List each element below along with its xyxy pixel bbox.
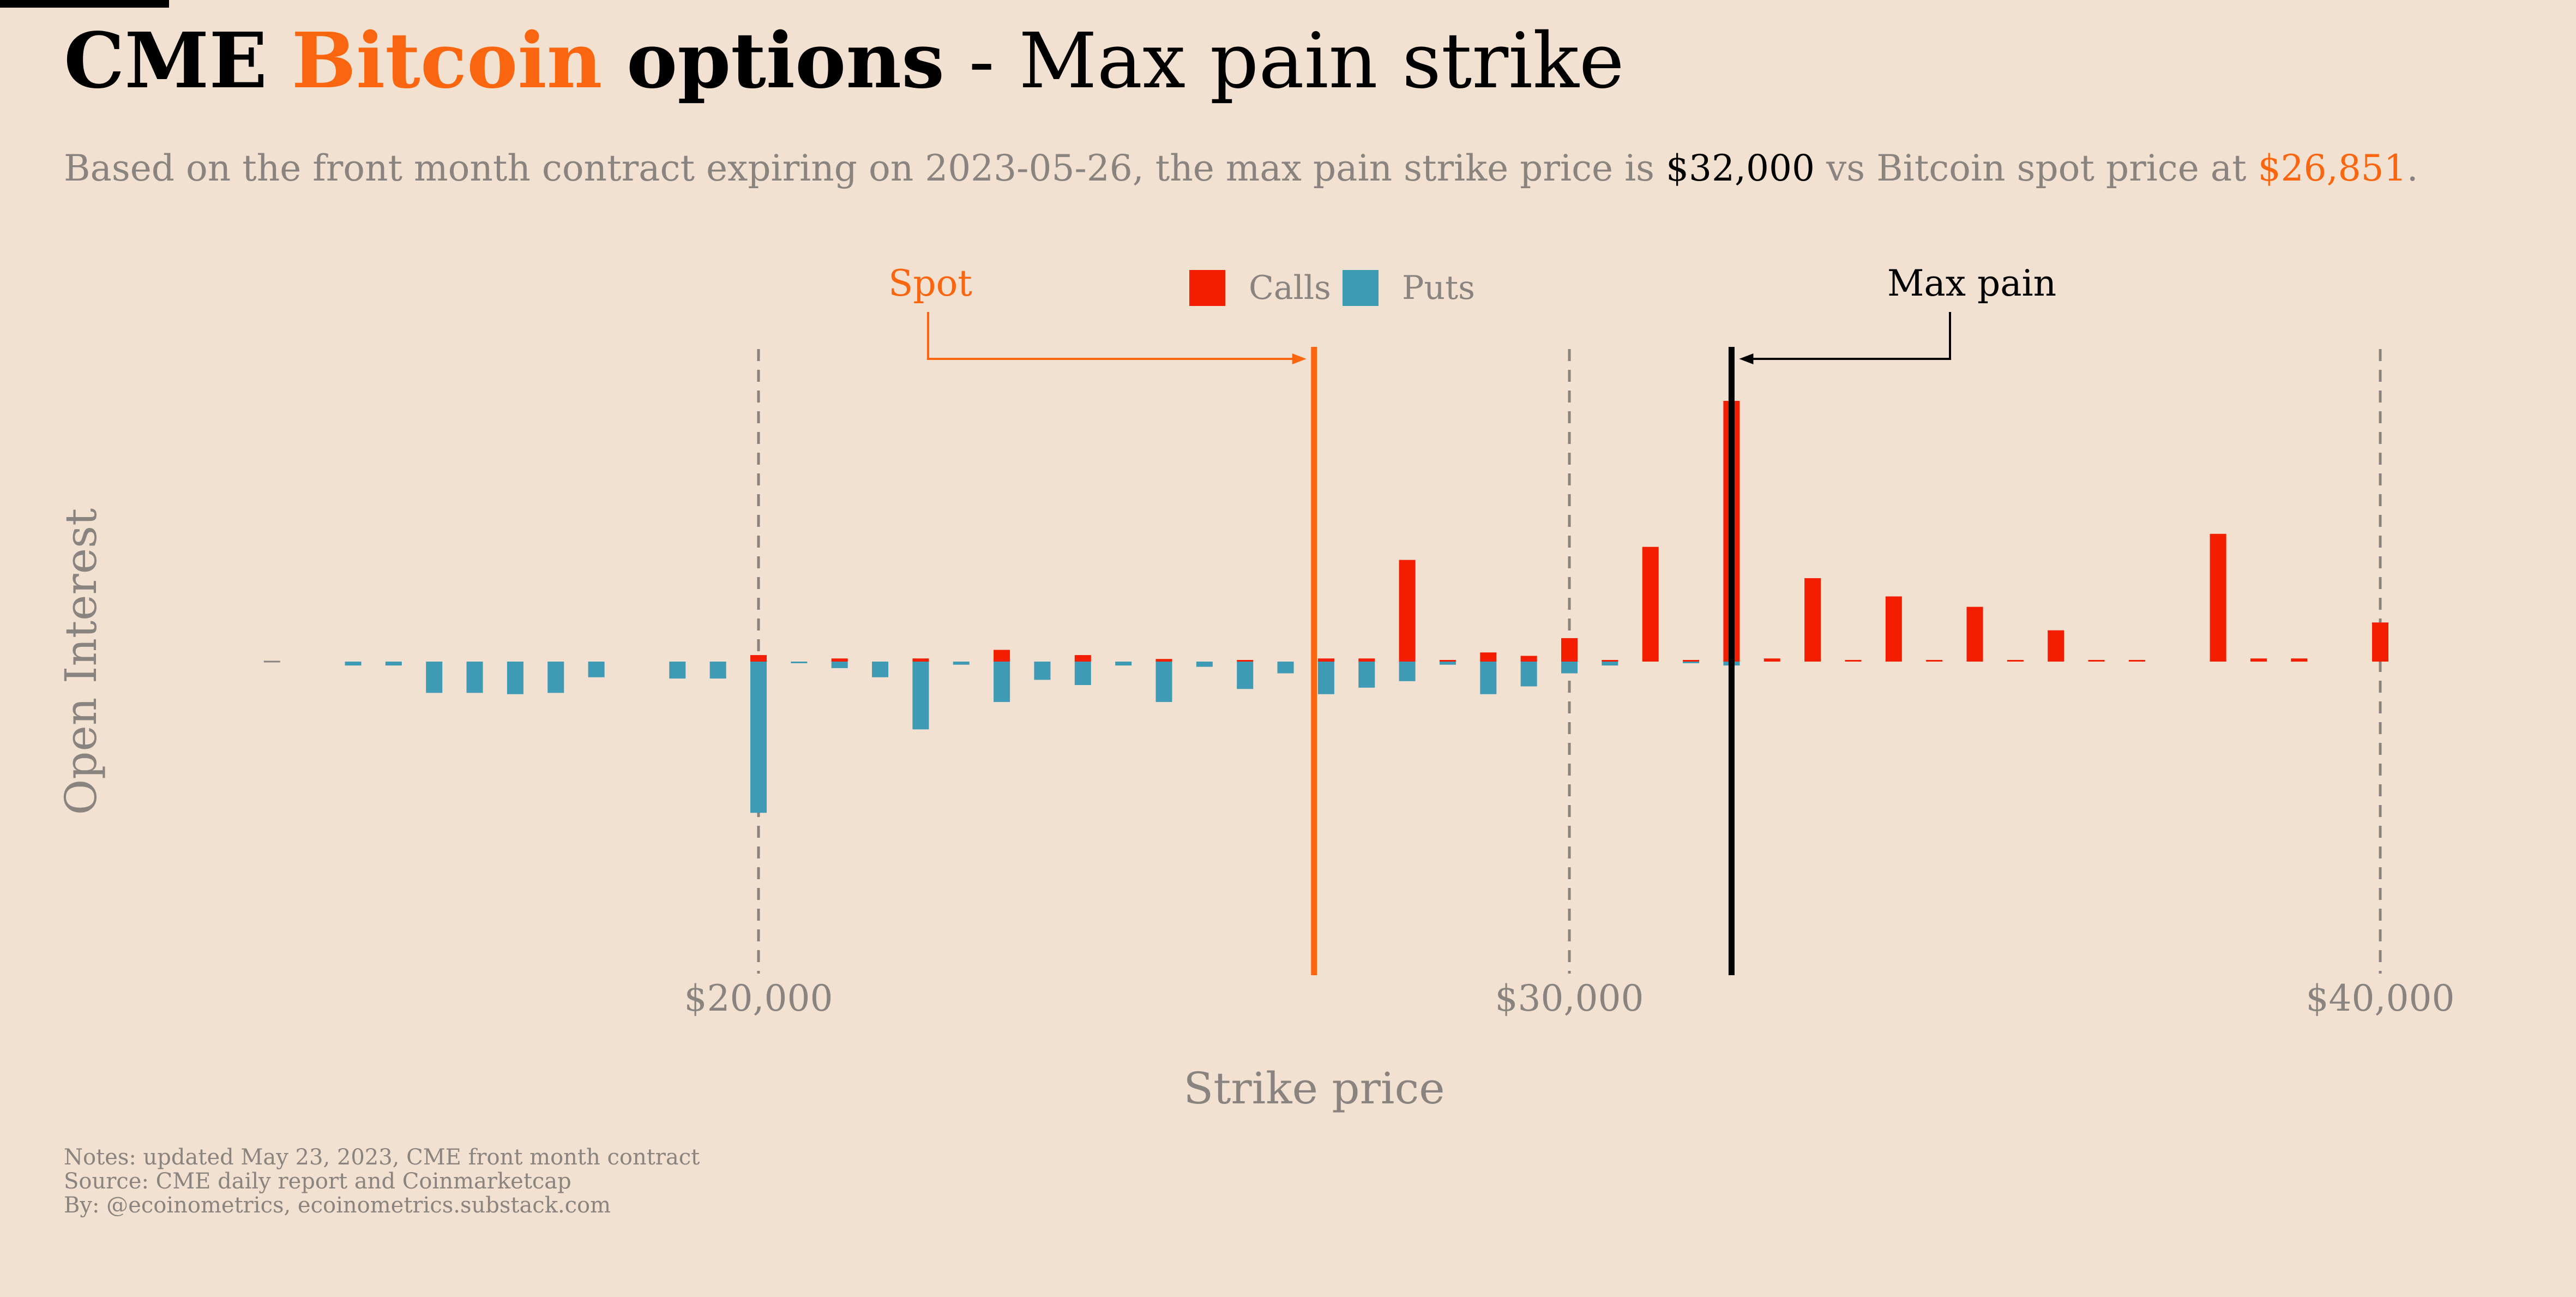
- max-pain-arrow-head: [1739, 353, 1754, 364]
- x-tick-label: $30,000: [1495, 977, 1644, 1019]
- call-bar: [1804, 578, 1821, 662]
- put-bar: [1196, 662, 1213, 667]
- call-bar: [2291, 658, 2308, 662]
- legend-calls-swatch: [1189, 270, 1225, 306]
- put-bar: [588, 662, 605, 677]
- put-bar: [709, 662, 726, 679]
- put-bar: [1237, 662, 1254, 689]
- put-bar: [466, 662, 483, 693]
- put-bar: [1561, 662, 1578, 674]
- subtitle-spot-value: $26,851: [2258, 147, 2407, 189]
- call-bar: [1683, 660, 1700, 662]
- spot-label: Spot: [888, 262, 972, 304]
- put-bar: [953, 662, 970, 665]
- call-bar: [1764, 658, 1780, 662]
- call-bar: [1602, 660, 1618, 662]
- legend-calls-label: Calls: [1249, 269, 1331, 307]
- put-bar: [547, 662, 564, 693]
- put-bar: [507, 662, 523, 694]
- put-bar: [1480, 662, 1497, 694]
- put-bar: [1317, 662, 1334, 694]
- subtitle-text-c: vs Bitcoin spot price at: [1814, 147, 2258, 189]
- call-bar: [2372, 622, 2388, 662]
- put-bar: [1602, 662, 1618, 666]
- put-bar: [1683, 662, 1700, 663]
- call-bar: [1642, 547, 1659, 662]
- put-bar: [872, 662, 889, 677]
- call-bar: [1237, 660, 1254, 662]
- title-max-pain-strike: - Max pain strike: [944, 17, 1624, 106]
- put-bar: [1439, 662, 1456, 665]
- subtitle-text-e: .: [2406, 147, 2418, 189]
- call-bar: [2250, 658, 2267, 662]
- subtitle: Based on the front month contract expiri…: [64, 147, 2418, 189]
- put-bar: [791, 662, 808, 663]
- call-bar: [2007, 660, 2024, 662]
- max-pain-label: Max pain: [1887, 262, 2056, 304]
- call-bar: [750, 655, 767, 662]
- y-axis-label: Open Interest: [56, 508, 106, 815]
- call-bar: [1966, 607, 1983, 662]
- max-pain-arrow-line: [1750, 312, 1951, 360]
- top-accent-bar: [0, 0, 169, 8]
- call-bar: [2210, 533, 2226, 662]
- call-bar: [2048, 630, 2065, 662]
- call-bar: [2128, 660, 2145, 662]
- title-cme: CME: [64, 16, 268, 106]
- put-bar: [1034, 662, 1051, 680]
- put-bar: [750, 662, 767, 813]
- call-bar: [1885, 596, 1902, 662]
- spot-arrow-line: [927, 312, 1296, 360]
- put-bar: [1358, 662, 1375, 688]
- call-bar: [1074, 655, 1091, 662]
- put-bar: [385, 662, 402, 666]
- title-bitcoin: Bitcoin: [291, 16, 603, 106]
- call-bar: [1480, 652, 1497, 662]
- x-axis-label: Strike price: [1183, 1063, 1445, 1114]
- page-title: CME Bitcoin options - Max pain strike: [64, 15, 1624, 107]
- put-bar: [1074, 662, 1091, 686]
- spot-arrow-head: [1292, 353, 1307, 364]
- legend-puts-label: Puts: [1402, 269, 1475, 307]
- call-bar: [1317, 658, 1334, 662]
- subtitle-max-pain-value: $32,000: [1666, 147, 1815, 189]
- put-bar: [1277, 662, 1294, 674]
- put-bar: [1520, 662, 1537, 687]
- source-line: Source: CME daily report and Coinmarketc…: [64, 1169, 571, 1194]
- call-bar: [1520, 656, 1537, 662]
- put-bar: [1155, 662, 1172, 702]
- x-tick-label: $40,000: [2306, 977, 2455, 1019]
- x-tick-label: $20,000: [684, 977, 833, 1019]
- call-bar: [1561, 638, 1578, 662]
- put-bar: [831, 662, 848, 668]
- put-bar: [1399, 662, 1416, 681]
- put-bar: [912, 662, 929, 730]
- call-bar: [2088, 660, 2105, 662]
- call-bar: [1439, 660, 1456, 662]
- call-bar: [831, 658, 848, 662]
- call-bar: [1926, 660, 1943, 662]
- call-bar: [994, 650, 1010, 662]
- call-bar: [1845, 660, 1862, 662]
- title-options: options: [626, 16, 945, 106]
- footnotes: Notes: updated May 23, 2023, CME front m…: [64, 1145, 700, 1217]
- notes-line: Notes: updated May 23, 2023, CME front m…: [64, 1145, 700, 1170]
- put-bar: [426, 662, 443, 693]
- put-bar: [1115, 662, 1132, 666]
- call-bar: [1358, 658, 1375, 662]
- put-bar: [669, 662, 686, 679]
- put-bar: [345, 662, 362, 666]
- call-bar: [912, 658, 929, 662]
- subtitle-text-a: Based on the front month contract expiri…: [64, 147, 1666, 189]
- legend-puts-swatch: [1343, 270, 1379, 306]
- call-bar: [1155, 659, 1172, 662]
- byline: By: @ecoinometrics, ecoinometrics.substa…: [64, 1193, 611, 1218]
- put-bar: [994, 662, 1010, 702]
- call-bar: [1399, 560, 1416, 662]
